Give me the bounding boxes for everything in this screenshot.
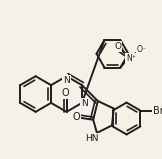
Text: N: N bbox=[63, 76, 70, 85]
Text: O: O bbox=[62, 88, 69, 98]
Text: O⁻: O⁻ bbox=[137, 45, 147, 54]
Text: O: O bbox=[73, 112, 80, 122]
Text: N: N bbox=[81, 99, 88, 108]
Text: N⁺: N⁺ bbox=[126, 54, 136, 63]
Text: O: O bbox=[114, 42, 121, 51]
Text: Br: Br bbox=[153, 106, 162, 116]
Text: HN: HN bbox=[86, 134, 99, 143]
